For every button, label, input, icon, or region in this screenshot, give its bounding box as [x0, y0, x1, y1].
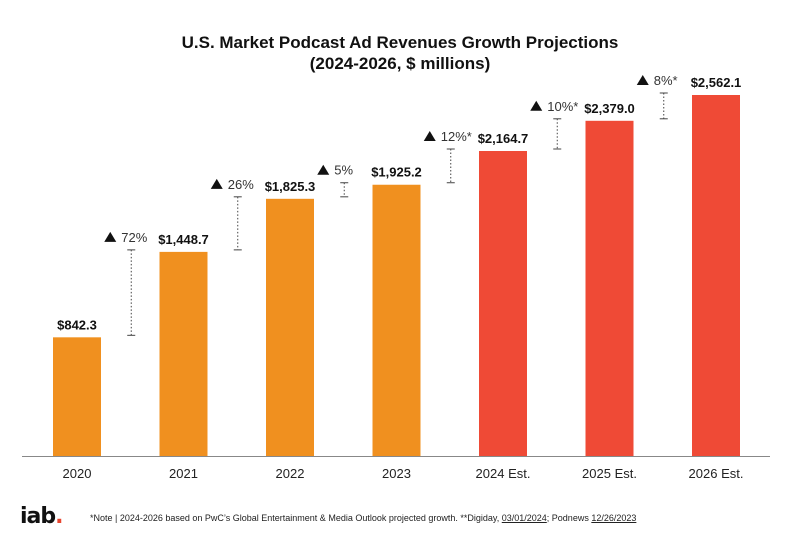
bar-chart: $842.3 2020 $1,448.7 2021 $1,825.3 2022 $1,925… [22, 73, 770, 481]
value-label: $1,925.2 [371, 165, 422, 180]
growth-label: 10%* [547, 99, 578, 114]
source-note: *Note | 2024-2026 based on PwC’s Global … [90, 513, 637, 523]
source-link-digiday[interactable]: 03/01/2024 [501, 513, 547, 523]
chart-title: U.S. Market Podcast Ad Revenues Growth P… [181, 33, 619, 52]
value-label: $2,562.1 [691, 75, 742, 90]
growth-label: 8%* [654, 73, 678, 88]
growth-label: 26% [228, 177, 254, 192]
x-tick-label: 2024 Est. [476, 466, 531, 481]
footer: iab. *Note | 2024-2026 based on PwC’s Gl… [0, 500, 800, 538]
source-link-podnews[interactable]: 12/26/2023 [591, 513, 637, 523]
growth-up-arrow-icon [210, 178, 223, 189]
value-label: $842.3 [57, 317, 97, 332]
x-tick-label: 2021 [169, 466, 198, 481]
x-tick-label: 2025 Est. [582, 466, 637, 481]
growth-label: 72% [121, 230, 147, 245]
growth-label: 12%* [441, 129, 472, 144]
bar-2023 [372, 184, 421, 456]
x-tick-label: 2026 Est. [689, 466, 744, 481]
bar-2024est [479, 150, 527, 456]
chart-subtitle: (2024-2026, $ millions) [309, 54, 491, 73]
bar-2022 [266, 198, 314, 456]
growth-up-arrow-icon [423, 130, 436, 141]
bar-2020 [53, 337, 101, 456]
iab-logo: iab. [20, 504, 64, 529]
value-label: $1,825.3 [265, 179, 316, 194]
value-label: $1,448.7 [158, 232, 209, 247]
x-tick-label: 2022 [276, 466, 305, 481]
growth-up-arrow-icon [530, 100, 543, 111]
growth-up-arrow-icon [636, 75, 649, 85]
value-label: $2,164.7 [478, 131, 529, 146]
x-tick-label: 2023 [382, 466, 411, 481]
growth-up-arrow-icon [317, 164, 330, 175]
x-tick-label: 2020 [63, 466, 92, 481]
value-label: $2,379.0 [584, 101, 635, 116]
growth-up-arrow-icon [104, 231, 117, 242]
growth-label: 5% [334, 163, 353, 178]
bar-2026est [692, 95, 740, 456]
bar-2021 [159, 251, 208, 456]
bar-2025est [585, 120, 634, 456]
